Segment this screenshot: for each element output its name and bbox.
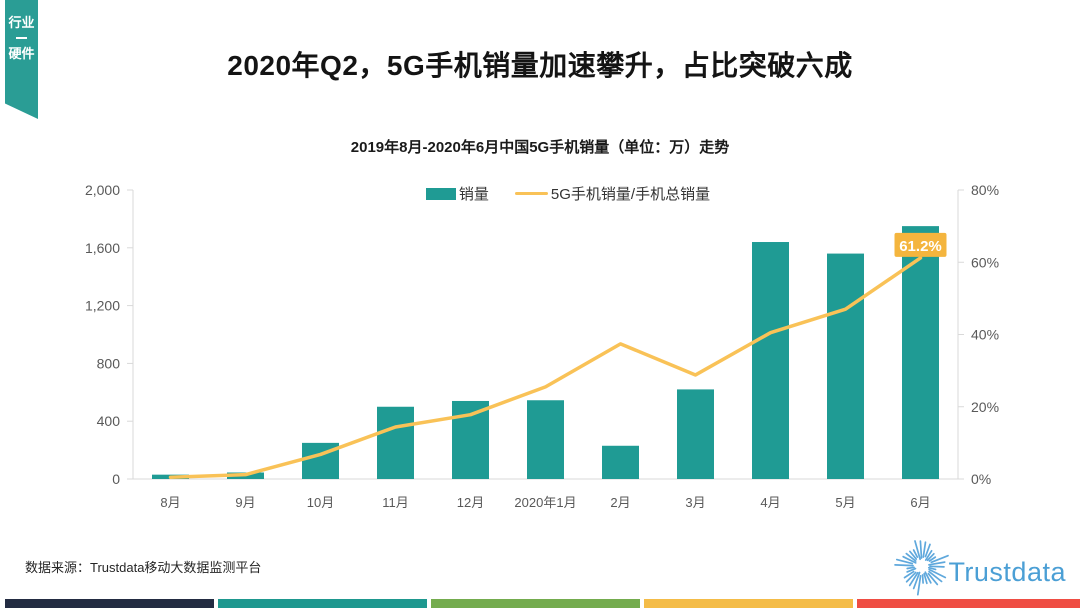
- right-axis-label: 60%: [971, 254, 999, 270]
- left-axis-label: 800: [97, 355, 121, 371]
- right-axis-label: 0%: [971, 471, 991, 487]
- x-axis-label-10月: 10月: [307, 495, 334, 510]
- starburst-ray: [913, 571, 921, 590]
- starburst-ray: [927, 552, 936, 562]
- starburst-ray: [928, 566, 937, 571]
- x-axis-label-8月: 8月: [160, 495, 180, 510]
- starburst-ray: [922, 574, 925, 584]
- starburst-ray: [929, 565, 946, 568]
- bar-11月: [377, 406, 414, 479]
- x-axis-label-3月: 3月: [685, 495, 705, 510]
- bar-2月: [602, 445, 639, 479]
- starburst-ray: [922, 541, 927, 558]
- starburst-ray: [909, 550, 918, 560]
- starburst-ray: [919, 540, 923, 559]
- starburst-ray: [913, 549, 919, 558]
- bar-8月: [152, 474, 189, 479]
- legend-label-sales: 销量: [458, 186, 489, 203]
- legend: 销量 5G手机销量/手机总销量: [0, 183, 1080, 204]
- trustdata-logo: Trustdata: [892, 538, 1066, 598]
- starburst-ray: [927, 572, 939, 586]
- x-axis-label-9月: 9月: [235, 495, 255, 510]
- right-axis-label: 20%: [971, 399, 999, 415]
- bar-6月: [902, 226, 939, 479]
- starburst-ray: [904, 570, 915, 579]
- legend-item-sales: 销量: [425, 183, 489, 204]
- starburst-ray: [923, 572, 929, 585]
- line-swatch-icon: [514, 192, 548, 195]
- bottom-color-strip: [5, 599, 1080, 608]
- category-ribbon: 行业 硬件: [5, 0, 38, 119]
- starburst-ray: [896, 558, 914, 565]
- starburst-ray: [930, 554, 950, 564]
- data-source-note: 数据来源：Trustdata移动大数据监测平台: [25, 560, 262, 575]
- left-axis-label: 400: [97, 413, 121, 429]
- ribbon-label-line1: 行业: [8, 15, 35, 30]
- legend-item-share: 5G手机销量/手机总销量: [514, 183, 711, 204]
- trustdata-starburst-icon: [894, 540, 950, 596]
- bar-10月: [302, 442, 339, 479]
- x-axis-label-11月: 11月: [382, 495, 409, 510]
- left-axis-label: 1,200: [85, 298, 120, 314]
- bar-4月: [752, 242, 789, 479]
- starburst-ray: [905, 552, 918, 562]
- x-axis-label-2020年1月: 2020年1月: [514, 495, 576, 510]
- annotation-box: [894, 232, 947, 257]
- left-axis-label: 1,600: [85, 240, 120, 256]
- starburst-ray: [909, 571, 920, 587]
- strip-segment-5: [857, 599, 1080, 608]
- right-axis-label: 40%: [971, 327, 999, 343]
- x-axis-label-5月: 5月: [835, 495, 855, 510]
- strip-segment-1: [5, 599, 214, 608]
- strip-segment-2: [218, 599, 427, 608]
- starburst-ray: [906, 571, 917, 583]
- starburst-ray: [925, 543, 932, 558]
- strip-segment-3: [431, 599, 640, 608]
- x-axis-label-6月: 6月: [910, 495, 930, 510]
- left-axis-label: 0: [112, 471, 120, 487]
- starburst-ray: [925, 549, 933, 561]
- starburst-ray: [906, 567, 917, 573]
- starburst-ray: [928, 568, 947, 579]
- x-axis-label-12月: 12月: [457, 495, 484, 510]
- bar-swatch-icon: [425, 187, 456, 200]
- annotation-label: 61.2%: [899, 238, 942, 255]
- starburst-ray: [924, 571, 933, 584]
- page-title: 2020年Q2，5G手机销量加速攀升，占比突破六成: [227, 50, 853, 81]
- starburst-ray: [914, 540, 922, 561]
- bar-2020年1月: [527, 400, 564, 479]
- starburst-ray: [906, 566, 916, 570]
- x-axis-label-2月: 2月: [610, 495, 630, 510]
- starburst-ray: [928, 570, 943, 583]
- bar-9月: [227, 472, 264, 479]
- x-axis-label-4月: 4月: [760, 495, 780, 510]
- ribbon-label-line2: 硬件: [8, 46, 35, 61]
- bar-12月: [452, 400, 489, 479]
- bar-3月: [677, 389, 714, 479]
- starburst-ray: [929, 556, 937, 562]
- chart-title: 2019年8月-2020年6月中国5G手机销量（单位：万）走势: [350, 139, 730, 156]
- starburst-ray: [928, 561, 946, 566]
- bar-5月: [827, 253, 864, 479]
- share-line: [168, 256, 923, 479]
- strip-segment-4: [644, 599, 853, 608]
- ribbon-divider: [16, 37, 27, 39]
- starburst-ray: [894, 564, 915, 567]
- legend-label-share: 5G手机销量/手机总销量: [550, 186, 711, 203]
- trustdata-logo-text: Trustdata: [948, 556, 1066, 587]
- starburst-ray: [917, 575, 922, 596]
- starburst-ray: [902, 555, 918, 564]
